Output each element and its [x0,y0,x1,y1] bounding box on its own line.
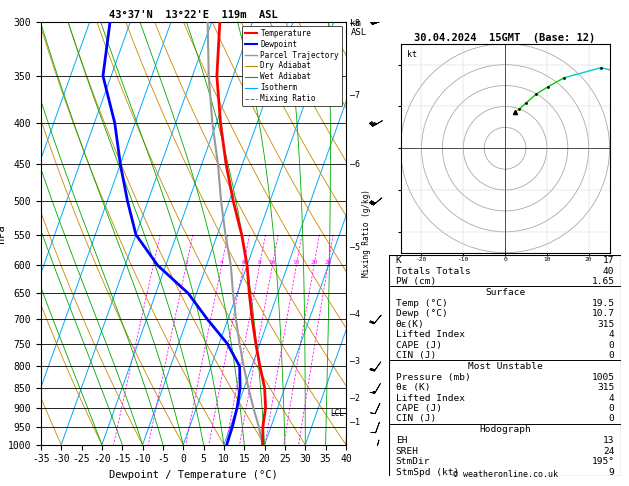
Text: 1: 1 [152,260,155,265]
Text: SREH: SREH [396,447,419,456]
Text: —4: —4 [350,310,360,319]
Text: 9: 9 [609,468,615,477]
Text: 19.5: 19.5 [591,299,615,308]
Text: 0: 0 [609,351,615,360]
Text: Lifted Index: Lifted Index [396,330,465,339]
Text: K: K [396,257,401,265]
Text: 4: 4 [609,330,615,339]
Text: —1: —1 [350,418,360,428]
Y-axis label: hPa: hPa [0,224,6,243]
Text: θε(K): θε(K) [396,320,425,329]
Title: 43°37'N  13°22'E  119m  ASL: 43°37'N 13°22'E 119m ASL [109,10,278,20]
Text: 2: 2 [184,260,188,265]
Text: 15: 15 [292,260,300,265]
Text: 315: 315 [597,320,615,329]
Text: 8: 8 [258,260,262,265]
Text: 10.7: 10.7 [591,310,615,318]
Text: 1005: 1005 [591,373,615,382]
Text: Dewp (°C): Dewp (°C) [396,310,447,318]
Text: Surface: Surface [485,288,525,297]
Text: Pressure (mb): Pressure (mb) [396,373,470,382]
Text: Mixing Ratio (g/kg): Mixing Ratio (g/kg) [362,190,371,277]
Text: © weatheronline.co.uk: © weatheronline.co.uk [453,469,557,479]
Text: 20: 20 [310,260,318,265]
Text: EH: EH [396,436,407,445]
Text: StmSpd (kt): StmSpd (kt) [396,468,459,477]
Text: —5: —5 [350,243,360,252]
Text: —6: —6 [350,160,360,169]
Text: —7: —7 [350,91,360,100]
Text: 24: 24 [603,447,615,456]
Text: CAPE (J): CAPE (J) [396,341,442,349]
Text: PW (cm): PW (cm) [396,277,436,286]
Text: 0: 0 [609,415,615,423]
Text: —8: —8 [350,18,360,28]
Text: —3: —3 [350,357,360,366]
Text: Most Unstable: Most Unstable [468,362,542,371]
Text: 25: 25 [324,260,331,265]
Text: km
ASL: km ASL [350,19,367,37]
Text: 4: 4 [609,394,615,403]
Text: Hodograph: Hodograph [479,425,531,434]
Text: Temp (°C): Temp (°C) [396,299,447,308]
Text: θε (K): θε (K) [396,383,430,392]
Text: 4: 4 [220,260,223,265]
Text: kt: kt [407,50,417,59]
Legend: Temperature, Dewpoint, Parcel Trajectory, Dry Adiabat, Wet Adiabat, Isotherm, Mi: Temperature, Dewpoint, Parcel Trajectory… [242,26,342,106]
Text: Totals Totals: Totals Totals [396,267,470,276]
Text: 17: 17 [603,257,615,265]
Text: CIN (J): CIN (J) [396,415,436,423]
Text: 6: 6 [242,260,245,265]
Text: 195°: 195° [591,457,615,466]
Text: —2: —2 [350,395,360,403]
Text: 13: 13 [603,436,615,445]
Text: 1.65: 1.65 [591,277,615,286]
X-axis label: Dewpoint / Temperature (°C): Dewpoint / Temperature (°C) [109,470,278,480]
Text: 315: 315 [597,383,615,392]
Text: StmDir: StmDir [396,457,430,466]
Text: 0: 0 [609,404,615,413]
Text: CIN (J): CIN (J) [396,351,436,360]
Text: CAPE (J): CAPE (J) [396,404,442,413]
Text: 30.04.2024  15GMT  (Base: 12): 30.04.2024 15GMT (Base: 12) [415,33,596,43]
Text: LCL: LCL [330,409,344,418]
Text: Lifted Index: Lifted Index [396,394,465,403]
Text: 10: 10 [269,260,276,265]
Text: 0: 0 [609,341,615,349]
Text: 40: 40 [603,267,615,276]
